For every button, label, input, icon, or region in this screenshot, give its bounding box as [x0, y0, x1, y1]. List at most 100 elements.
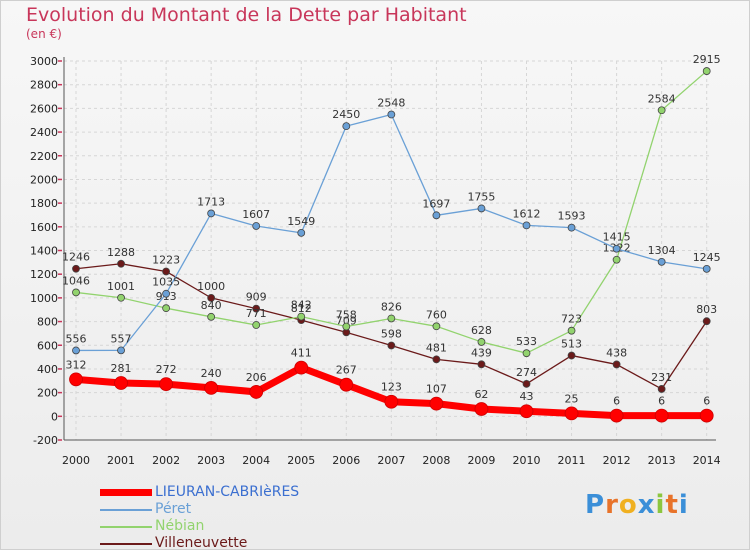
data-point: [522, 221, 531, 230]
data-label: 1593: [558, 210, 586, 223]
data-label: 274: [516, 366, 537, 379]
y-tick-label: 2600: [30, 102, 58, 115]
data-label: 771: [246, 307, 267, 320]
legend-label: Villeneuvette: [155, 535, 248, 551]
data-label: 1245: [693, 251, 721, 264]
data-label: 312: [66, 358, 87, 371]
data-label: 1549: [287, 215, 315, 228]
data-point: [117, 346, 125, 355]
data-point: [564, 406, 579, 421]
legend-swatch: [100, 543, 152, 545]
data-point: [342, 122, 351, 131]
data-point: [72, 346, 80, 355]
data-label: 557: [111, 332, 132, 345]
data-point: [702, 67, 711, 75]
x-tick-label: 2006: [332, 454, 360, 467]
data-point: [204, 380, 219, 395]
data-point: [657, 106, 666, 115]
data-point: [207, 312, 216, 321]
data-point: [294, 360, 309, 375]
data-label: 1697: [422, 197, 450, 210]
data-label: 1001: [107, 280, 135, 293]
data-label: 1035: [152, 276, 180, 289]
data-point: [567, 223, 576, 232]
data-point: [117, 259, 125, 268]
data-label: 6: [613, 395, 620, 408]
logo-letter: x: [637, 490, 656, 520]
data-label: 272: [156, 363, 177, 376]
x-tick-label: 2009: [467, 454, 495, 467]
data-label: 6: [658, 395, 665, 408]
data-label: 803: [696, 303, 717, 316]
data-point: [567, 351, 576, 360]
data-label: 267: [336, 364, 357, 377]
x-tick-label: 2014: [693, 454, 721, 467]
data-point: [702, 317, 711, 326]
data-point: [297, 228, 306, 237]
data-point: [657, 385, 666, 393]
data-point: [387, 314, 396, 323]
data-label: 2548: [377, 97, 405, 110]
data-point: [654, 408, 669, 423]
y-tick-label: 1400: [30, 245, 58, 258]
data-label: 1612: [513, 207, 541, 220]
y-tick-label: 2800: [30, 79, 58, 92]
data-label: 281: [111, 362, 132, 375]
data-point: [252, 321, 261, 329]
data-point: [477, 204, 486, 213]
x-tick-label: 2002: [152, 454, 180, 467]
data-point: [72, 288, 80, 297]
data-label: 1755: [467, 190, 495, 203]
legend-label: Nébian: [155, 518, 205, 534]
data-point: [477, 360, 486, 369]
x-tick-label: 2001: [107, 454, 135, 467]
data-point: [699, 408, 714, 423]
logo-letter: i: [678, 490, 689, 520]
data-label: 758: [336, 309, 357, 322]
legend-swatch: [100, 489, 152, 496]
data-label: 842: [291, 299, 312, 312]
data-point: [522, 349, 531, 358]
y-tick-label: -200: [33, 434, 58, 447]
x-tick-label: 2000: [62, 454, 90, 467]
data-point: [159, 377, 174, 391]
data-point: [297, 312, 306, 321]
data-point: [339, 377, 354, 392]
x-tick-label: 2008: [422, 454, 450, 467]
data-point: [522, 379, 531, 388]
y-tick-label: 2200: [30, 150, 58, 163]
data-point: [69, 372, 83, 387]
y-tick-label: 3000: [30, 55, 58, 68]
legend-swatch: [100, 526, 152, 528]
data-point: [114, 376, 128, 390]
data-label: 723: [561, 313, 582, 326]
y-tick-label: 1600: [30, 221, 58, 234]
logo-letter: o: [618, 490, 638, 520]
data-point: [162, 267, 171, 276]
data-label: 1607: [242, 208, 270, 221]
data-point: [162, 304, 171, 313]
data-label: 206: [246, 371, 267, 384]
data-label: 513: [561, 338, 582, 351]
data-point: [252, 222, 261, 230]
data-label: 1713: [197, 195, 225, 208]
data-point: [207, 293, 216, 302]
x-tick-label: 2011: [558, 454, 586, 467]
data-point: [387, 110, 396, 119]
legend-swatch: [100, 509, 152, 511]
data-label: 628: [471, 324, 492, 337]
data-point: [387, 341, 396, 350]
data-point: [72, 264, 80, 273]
y-tick-label: 600: [37, 339, 58, 352]
data-label: 1223: [152, 253, 180, 266]
data-label: 556: [66, 332, 87, 345]
data-label: 812: [291, 302, 312, 315]
data-point: [384, 394, 399, 409]
y-tick-label: 1800: [30, 197, 58, 210]
y-tick-label: 200: [37, 387, 58, 400]
y-tick-label: 2000: [30, 173, 58, 186]
data-point: [612, 244, 621, 253]
x-tick-label: 2007: [377, 454, 405, 467]
data-label: 240: [201, 367, 222, 380]
data-point: [429, 396, 444, 411]
